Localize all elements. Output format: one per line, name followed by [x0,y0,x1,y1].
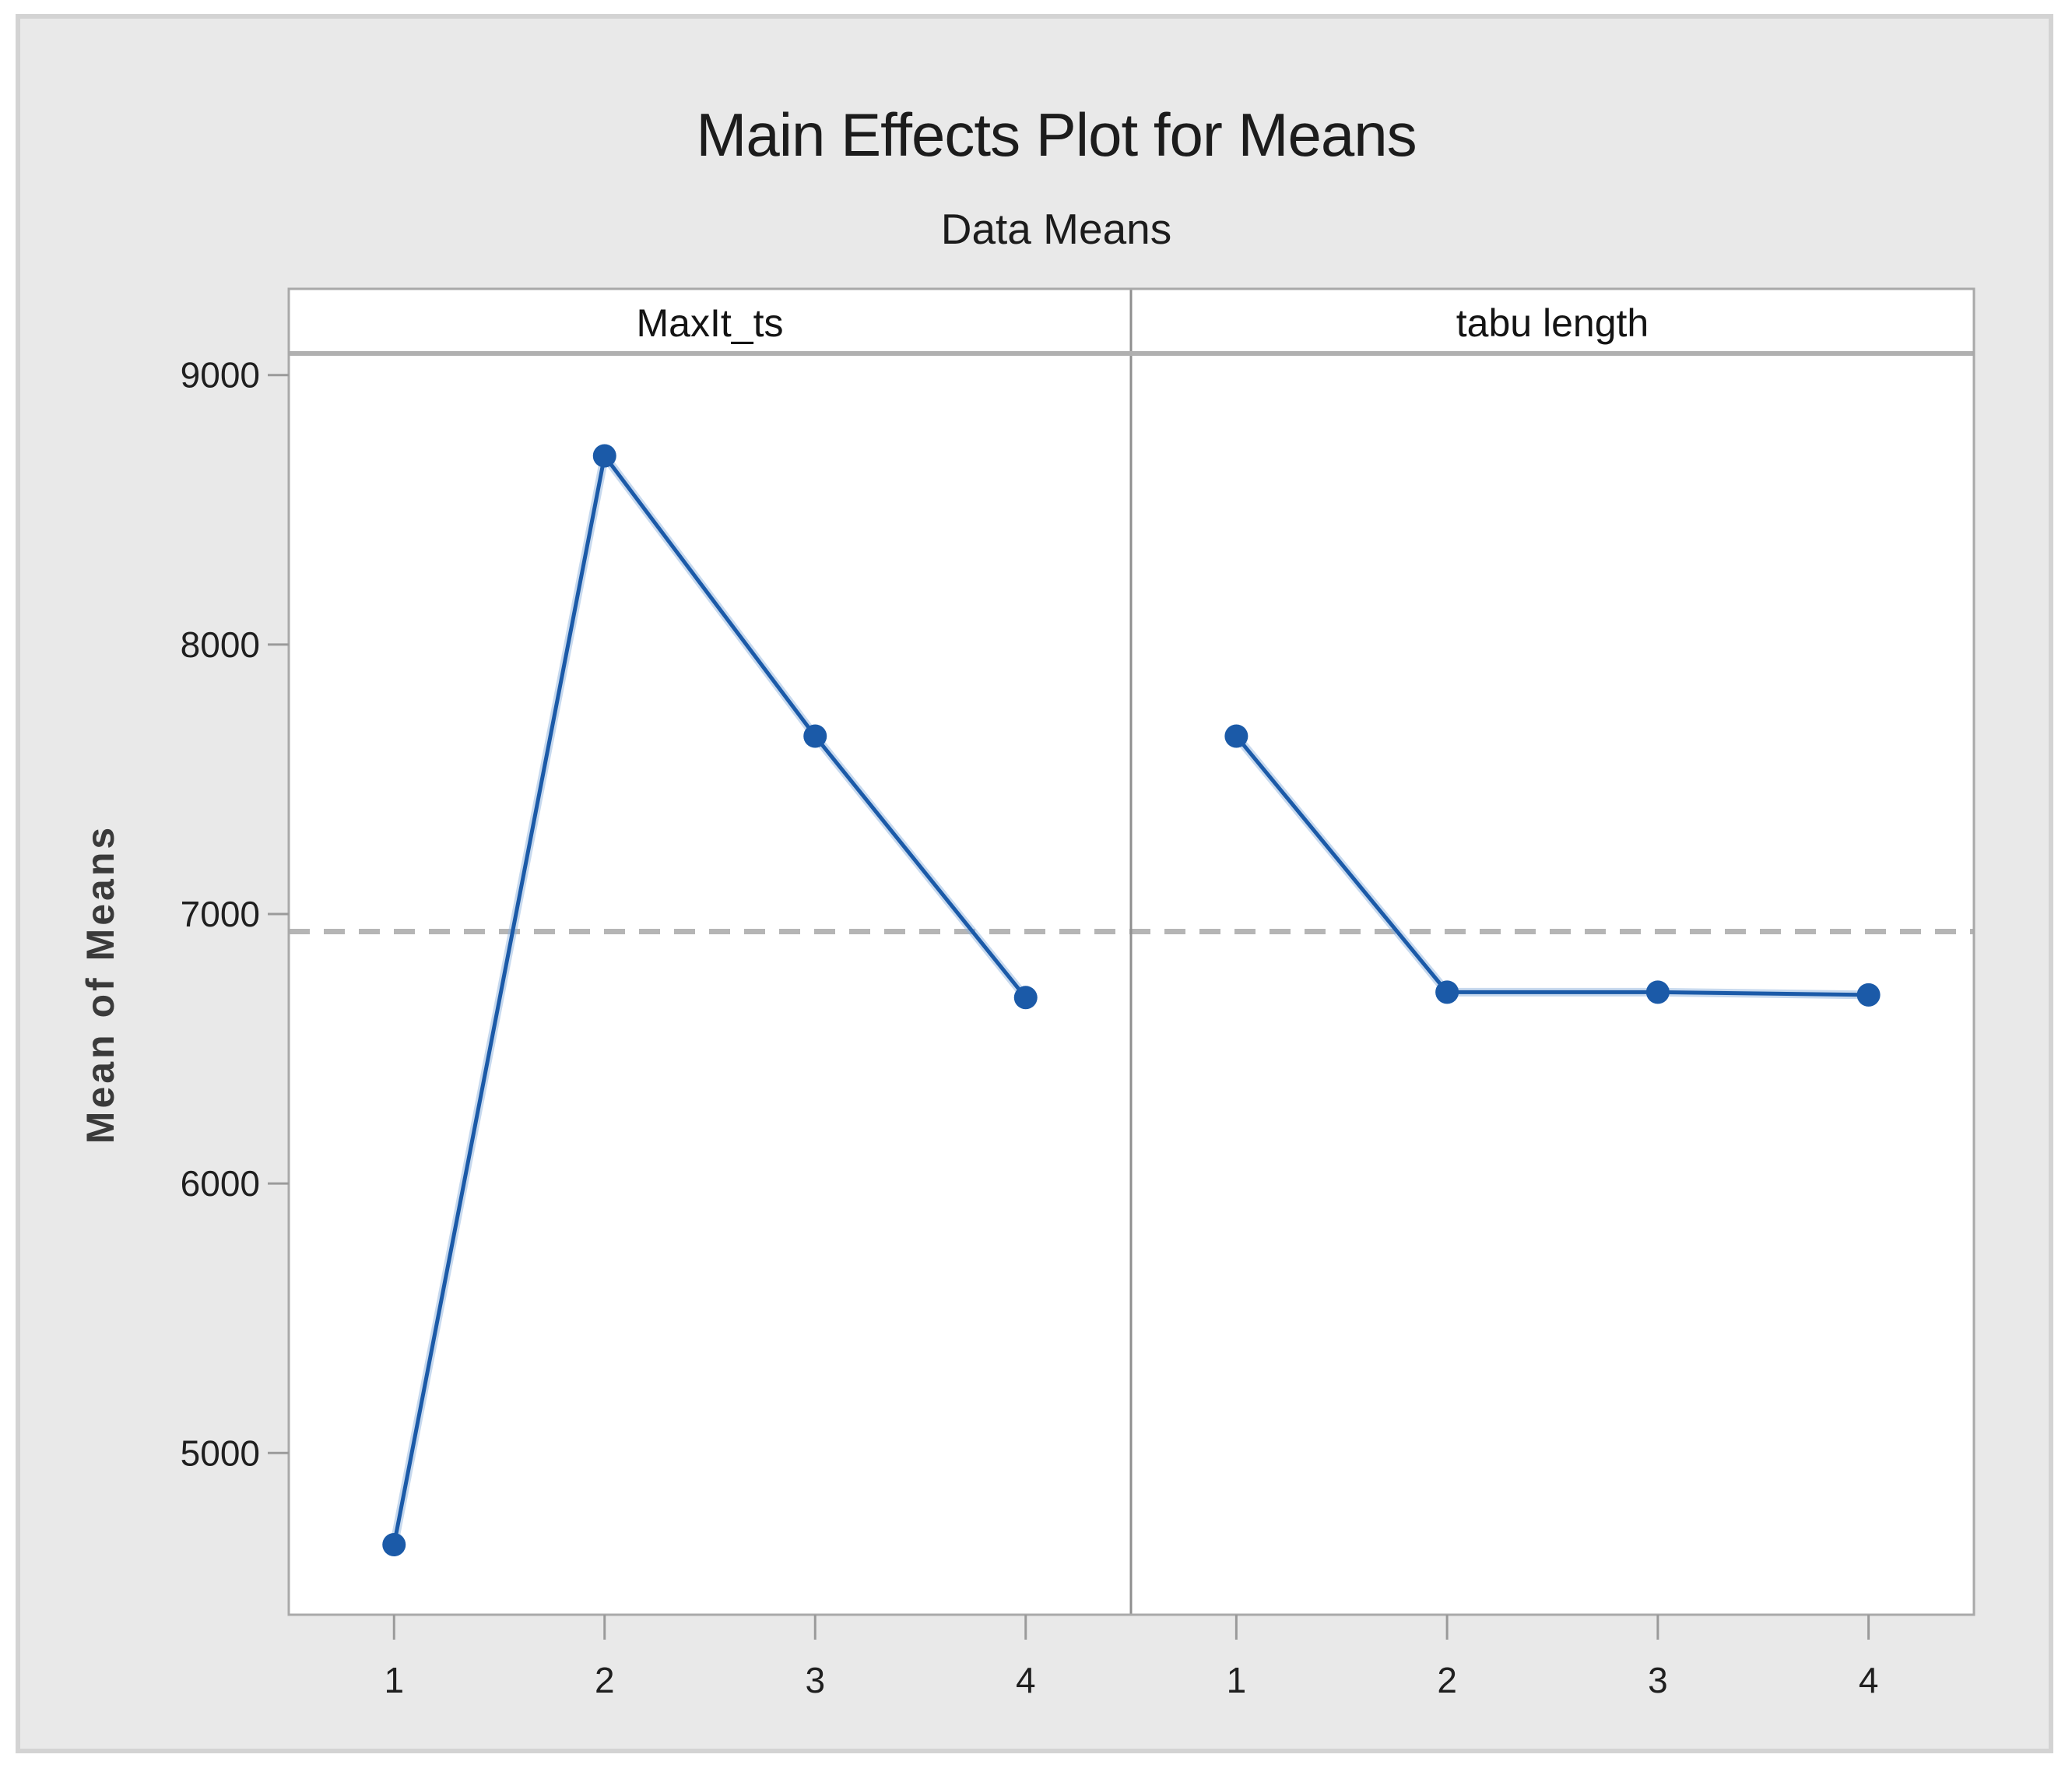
y-tick-label: 8000 [181,624,260,665]
series-line [392,454,1027,1545]
chart-subtitle: Data Means [940,205,1172,253]
x-tick-label: 3 [1648,1660,1668,1700]
panel-header-tabu-length: tabu length [1456,301,1649,345]
data-point-marker [803,724,827,748]
x-tick-label: 3 [805,1660,825,1700]
data-point-marker [1435,980,1459,1004]
plot-border [287,287,1975,1616]
data-point-marker [1856,983,1881,1007]
plot-canvas: 5000 6000 7000 8000 9000 1 2 3 4 1 2 3 4 [181,287,1975,1700]
x-tick-label: 2 [595,1660,615,1700]
y-axis-label: Mean of Means [79,824,122,1144]
x-tick-label: 2 [1437,1660,1457,1700]
x-tick-label: 1 [384,1660,404,1700]
y-tick-label: 6000 [181,1163,260,1204]
data-point-marker [592,444,616,468]
data-point-marker [382,1533,406,1556]
x-tick-label: 4 [1016,1660,1036,1700]
chart-title: Main Effects Plot for Means [696,100,1417,169]
series-line [1234,734,1869,997]
main-effects-plot-figure: 5000 6000 7000 8000 9000 1 2 3 4 1 2 3 4 Main Effect… [16,14,2053,1753]
y-tick-label: 5000 [181,1433,260,1473]
data-point-marker [1224,724,1248,748]
data-point-marker [1013,986,1038,1010]
x-tick-label: 4 [1859,1660,1879,1700]
y-tick-label: 9000 [181,355,260,396]
data-point-marker [1645,980,1670,1004]
y-tick-label: 7000 [181,894,260,934]
panel-header-maxit-ts: MaxIt_ts [636,301,784,345]
x-tick-label: 1 [1227,1660,1247,1700]
